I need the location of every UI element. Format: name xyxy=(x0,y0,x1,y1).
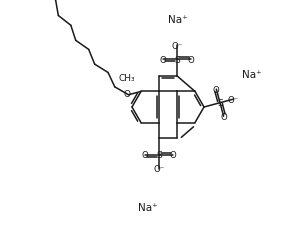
Text: S: S xyxy=(174,55,180,65)
Text: O: O xyxy=(160,55,166,65)
Text: Na⁺: Na⁺ xyxy=(168,15,188,25)
Text: O: O xyxy=(170,151,176,160)
Text: S: S xyxy=(217,99,223,108)
Text: O: O xyxy=(142,151,148,160)
Text: O: O xyxy=(213,85,220,94)
Text: Na⁺: Na⁺ xyxy=(138,202,158,212)
Text: CH₃: CH₃ xyxy=(119,74,135,82)
Text: S: S xyxy=(156,151,162,160)
Text: O: O xyxy=(188,55,194,65)
Text: Na⁺: Na⁺ xyxy=(242,70,262,80)
Text: O: O xyxy=(124,90,131,99)
Text: O⁻: O⁻ xyxy=(228,95,239,104)
Text: O: O xyxy=(220,112,227,121)
Text: O⁻: O⁻ xyxy=(171,41,183,51)
Text: O⁻: O⁻ xyxy=(153,165,165,174)
